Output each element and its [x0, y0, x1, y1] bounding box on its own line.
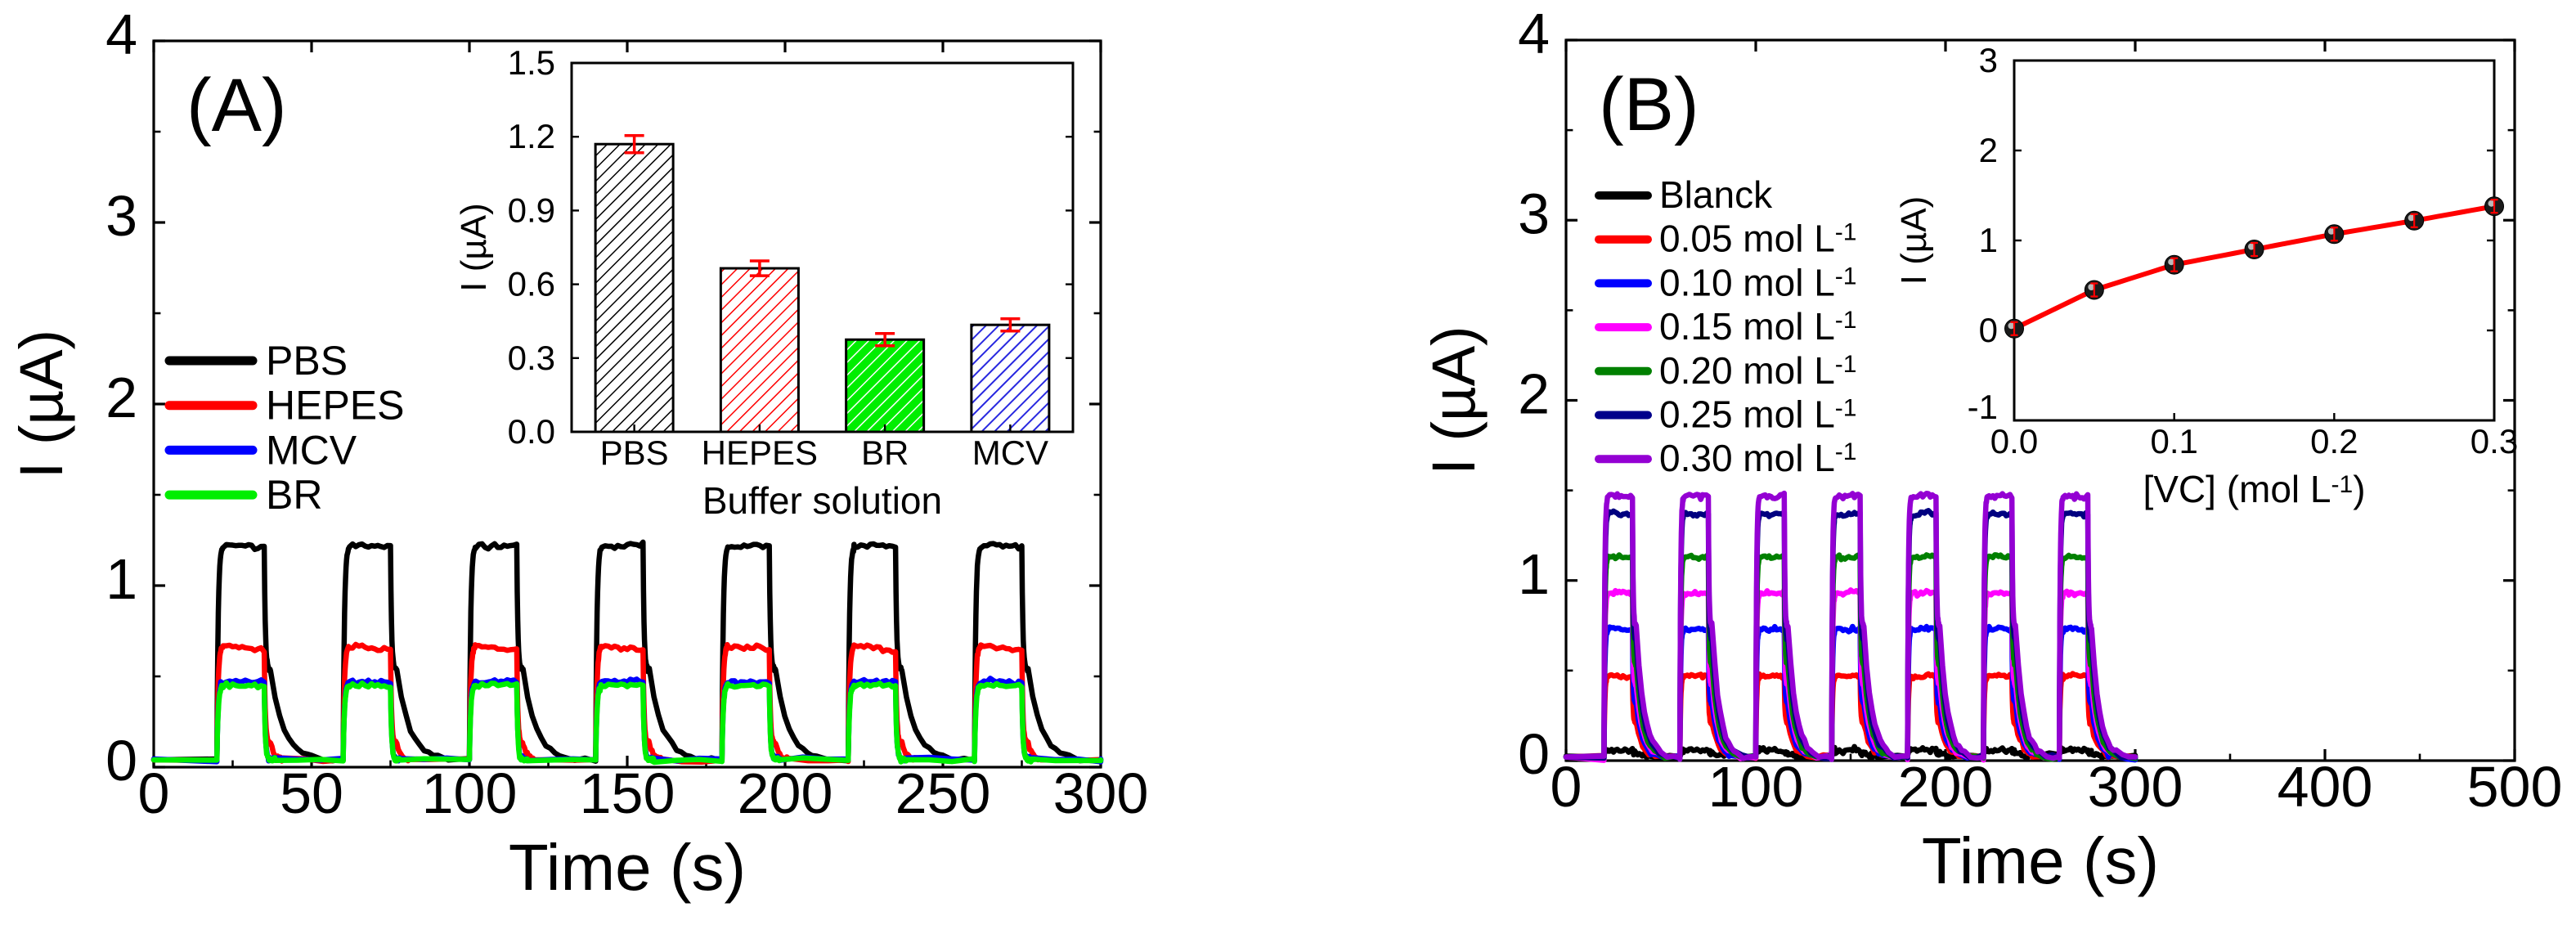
svg-text:3: 3 [105, 184, 137, 248]
svg-text:0: 0 [1979, 311, 1998, 349]
svg-text:2: 2 [1979, 131, 1998, 169]
svg-text:(B): (B) [1599, 63, 1699, 146]
svg-text:I (µA): I (µA) [454, 203, 494, 291]
svg-text:500: 500 [2467, 755, 2563, 819]
svg-text:HEPES: HEPES [266, 383, 405, 429]
svg-text:BR: BR [861, 433, 909, 472]
svg-text:0.15 mol L-1: 0.15 mol L-1 [1659, 305, 1856, 348]
svg-text:-1: -1 [1968, 388, 1998, 426]
svg-text:0.10 mol L-1: 0.10 mol L-1 [1659, 261, 1856, 303]
svg-text:0.25 mol L-1: 0.25 mol L-1 [1659, 393, 1856, 436]
svg-text:1: 1 [1518, 542, 1550, 606]
svg-text:1: 1 [1979, 221, 1998, 259]
svg-text:Time (s): Time (s) [1922, 824, 2159, 897]
svg-text:Time (s): Time (s) [509, 831, 746, 904]
svg-text:3: 3 [1518, 182, 1550, 245]
svg-text:300: 300 [2088, 755, 2183, 819]
svg-text:1: 1 [105, 547, 137, 611]
svg-text:0: 0 [138, 761, 170, 825]
svg-text:0.3: 0.3 [2471, 422, 2518, 460]
svg-text:0.6: 0.6 [508, 265, 555, 303]
svg-text:0.0: 0.0 [508, 412, 555, 451]
svg-text:250: 250 [895, 761, 991, 825]
svg-text:0.30 mol L-1: 0.30 mol L-1 [1659, 437, 1856, 479]
svg-text:0.2: 0.2 [2310, 422, 2358, 460]
svg-text:0.20 mol L-1: 0.20 mol L-1 [1659, 349, 1856, 392]
svg-text:3: 3 [1979, 41, 1998, 79]
svg-text:BR: BR [266, 472, 322, 518]
svg-text:0.05 mol L-1: 0.05 mol L-1 [1659, 218, 1856, 260]
svg-text:1.5: 1.5 [508, 43, 555, 82]
svg-text:MCV: MCV [266, 427, 357, 473]
svg-text:0.1: 0.1 [2150, 422, 2197, 460]
svg-text:0: 0 [105, 729, 137, 793]
svg-text:200: 200 [738, 761, 833, 825]
svg-text:0.0: 0.0 [1990, 422, 2038, 460]
svg-text:4: 4 [1518, 2, 1550, 65]
svg-text:PBS: PBS [600, 433, 669, 472]
svg-text:I (µA): I (µA) [1894, 196, 1934, 285]
svg-text:300: 300 [1053, 761, 1149, 825]
svg-text:0.9: 0.9 [508, 191, 555, 229]
svg-text:0: 0 [1518, 722, 1550, 786]
svg-text:100: 100 [1708, 755, 1804, 819]
svg-text:50: 50 [280, 761, 343, 825]
svg-text:200: 200 [1898, 755, 1994, 819]
svg-text:150: 150 [580, 761, 675, 825]
svg-text:100: 100 [422, 761, 518, 825]
svg-text:400: 400 [2278, 755, 2373, 819]
svg-text:1.2: 1.2 [508, 117, 555, 155]
svg-text:MCV: MCV [972, 433, 1048, 472]
svg-text:Buffer solution: Buffer solution [702, 479, 942, 522]
svg-text:Blanck: Blanck [1659, 173, 1773, 216]
svg-text:HEPES: HEPES [702, 433, 818, 472]
svg-text:I (µA): I (µA) [1420, 326, 1488, 474]
svg-text:(A): (A) [186, 64, 287, 147]
svg-text:0: 0 [1551, 755, 1582, 819]
svg-text:PBS: PBS [266, 338, 348, 384]
svg-text:2: 2 [1518, 362, 1550, 426]
svg-text:0.3: 0.3 [508, 339, 555, 377]
svg-text:I (µA): I (µA) [7, 330, 75, 478]
svg-text:2: 2 [105, 366, 137, 429]
svg-text:4: 4 [105, 2, 137, 66]
